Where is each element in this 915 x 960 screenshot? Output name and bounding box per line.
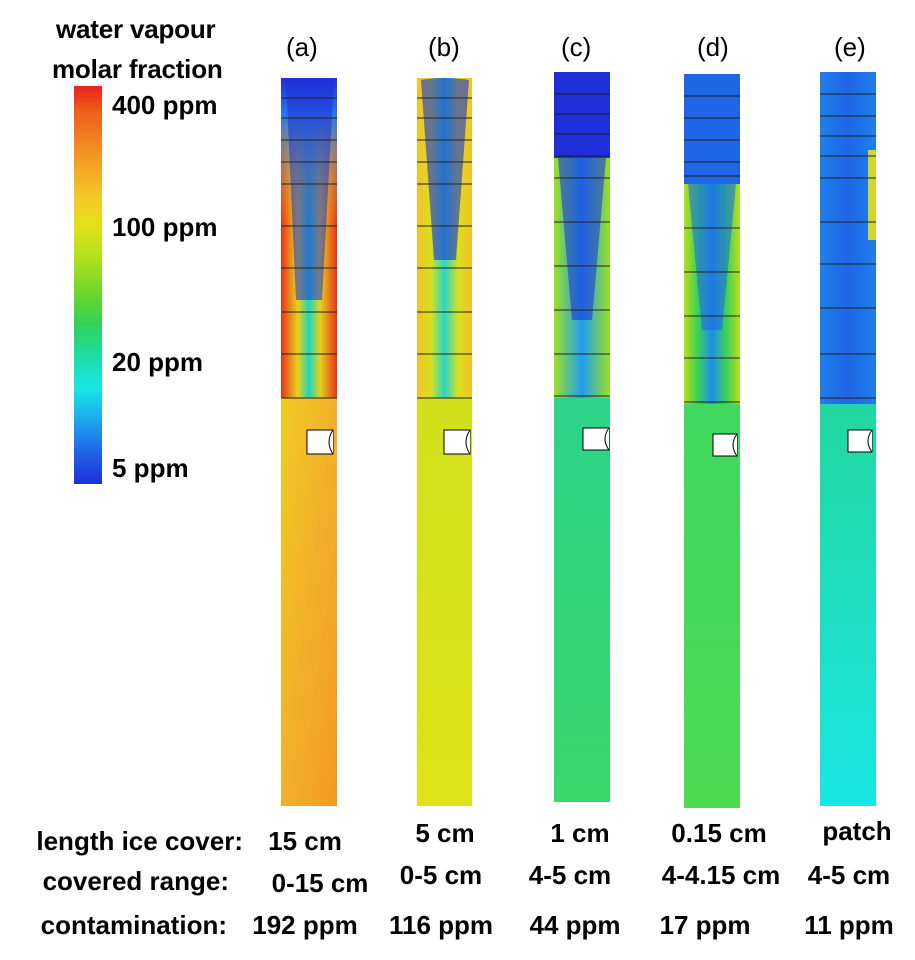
value-b-length: 5 cm [415,818,475,848]
value-d-contamination: 17 ppm [659,910,751,940]
value-c-length: 1 cm [550,818,610,848]
tube-a [281,78,337,806]
tube-c [554,72,610,802]
value-a-contamination: 192 ppm [252,910,358,940]
value-d-range: 4-4.15 cm [661,860,781,890]
value-e-contamination: 11 ppm [804,910,894,940]
panel-label-b: (b) [428,32,460,62]
value-c-range: 4-5 cm [528,860,612,890]
value-b-range: 0-5 cm [399,860,483,890]
panel-label-c: (c) [561,32,592,62]
value-a-length: 15 cm [268,826,342,856]
value-a-range: 0-15 cm [271,868,369,898]
colorbar-tick-400: 400 ppm [112,90,218,120]
legend-title-line1: water vapour [56,14,216,44]
colorbar-tick-20: 20 ppm [112,347,204,377]
panel-label-a: (a) [286,32,318,62]
tube-b [417,78,472,806]
tube-e [820,72,876,806]
colorbar-tick-100: 100 ppm [112,212,218,242]
colorbar [74,86,102,484]
value-d-length: 0.15 cm [671,818,767,848]
tube-d [684,74,740,808]
row-label-length-ice-cover: length ice cover: [36,826,243,856]
value-e-length: patch [822,816,892,846]
row-label-contamination: contamination: [40,910,227,940]
panel-label-d: (d) [697,32,729,62]
value-e-range: 4-5 cm [807,860,891,890]
colorbar-tick-5: 5 ppm [112,453,189,483]
panel-label-e: (e) [834,32,866,62]
value-b-contamination: 116 ppm [388,910,494,940]
row-label-covered-range: covered range: [42,866,229,896]
value-c-contamination: 44 ppm [529,910,621,940]
legend-title-line2: molar fraction [52,54,223,84]
